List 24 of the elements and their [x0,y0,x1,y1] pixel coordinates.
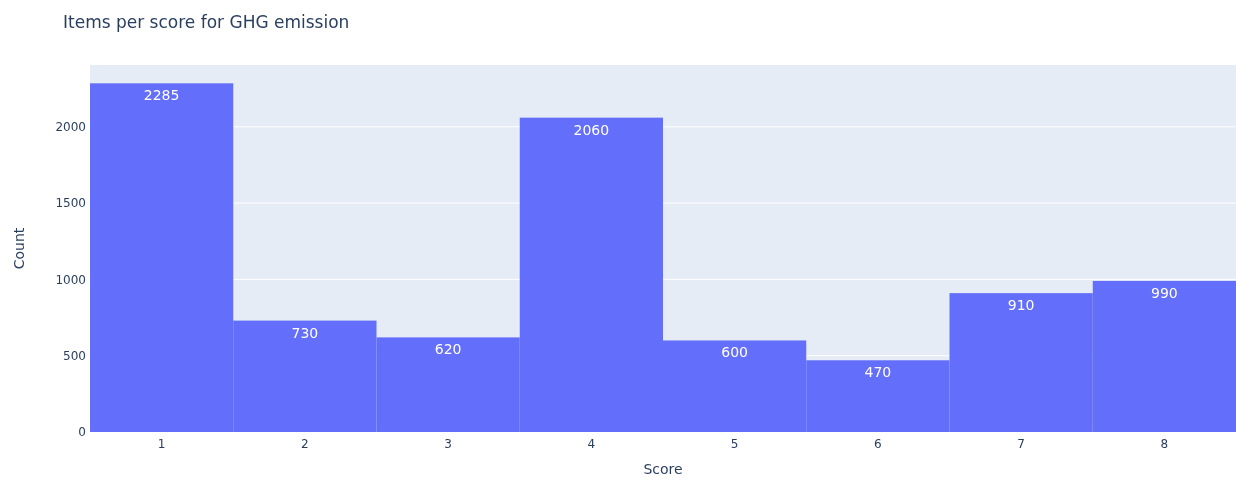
x-tick-label: 8 [1160,437,1169,451]
data-label: 600 [721,344,748,361]
data-label: 2285 [143,87,180,104]
y-tick-label: 1000 [55,272,86,287]
x-tick-label: 3 [444,437,452,451]
x-axis-title: Score [643,461,683,477]
chart-title: Items per score for GHG emission [63,12,350,32]
y-tick-label: 1500 [55,196,86,211]
x-tick-label: 4 [587,437,596,451]
data-label: 730 [291,324,319,341]
data-label: 2060 [573,121,610,138]
x-tick-label: 5 [730,437,739,451]
y-tick-label: 2000 [55,120,86,134]
data-label: 990 [1151,284,1178,301]
data-label: 620 [434,341,462,358]
x-tick-label: 2 [301,437,309,451]
x-tick-label: 7 [1017,437,1025,451]
x-tick-label: 1 [157,437,166,451]
x-tick-label: 6 [874,437,882,451]
y-tick-label: 0 [78,425,86,440]
y-axis-title: Count [11,227,27,270]
y-tick-label: 500 [63,348,86,363]
data-label: 910 [1007,297,1035,314]
data-label: 470 [864,364,892,381]
